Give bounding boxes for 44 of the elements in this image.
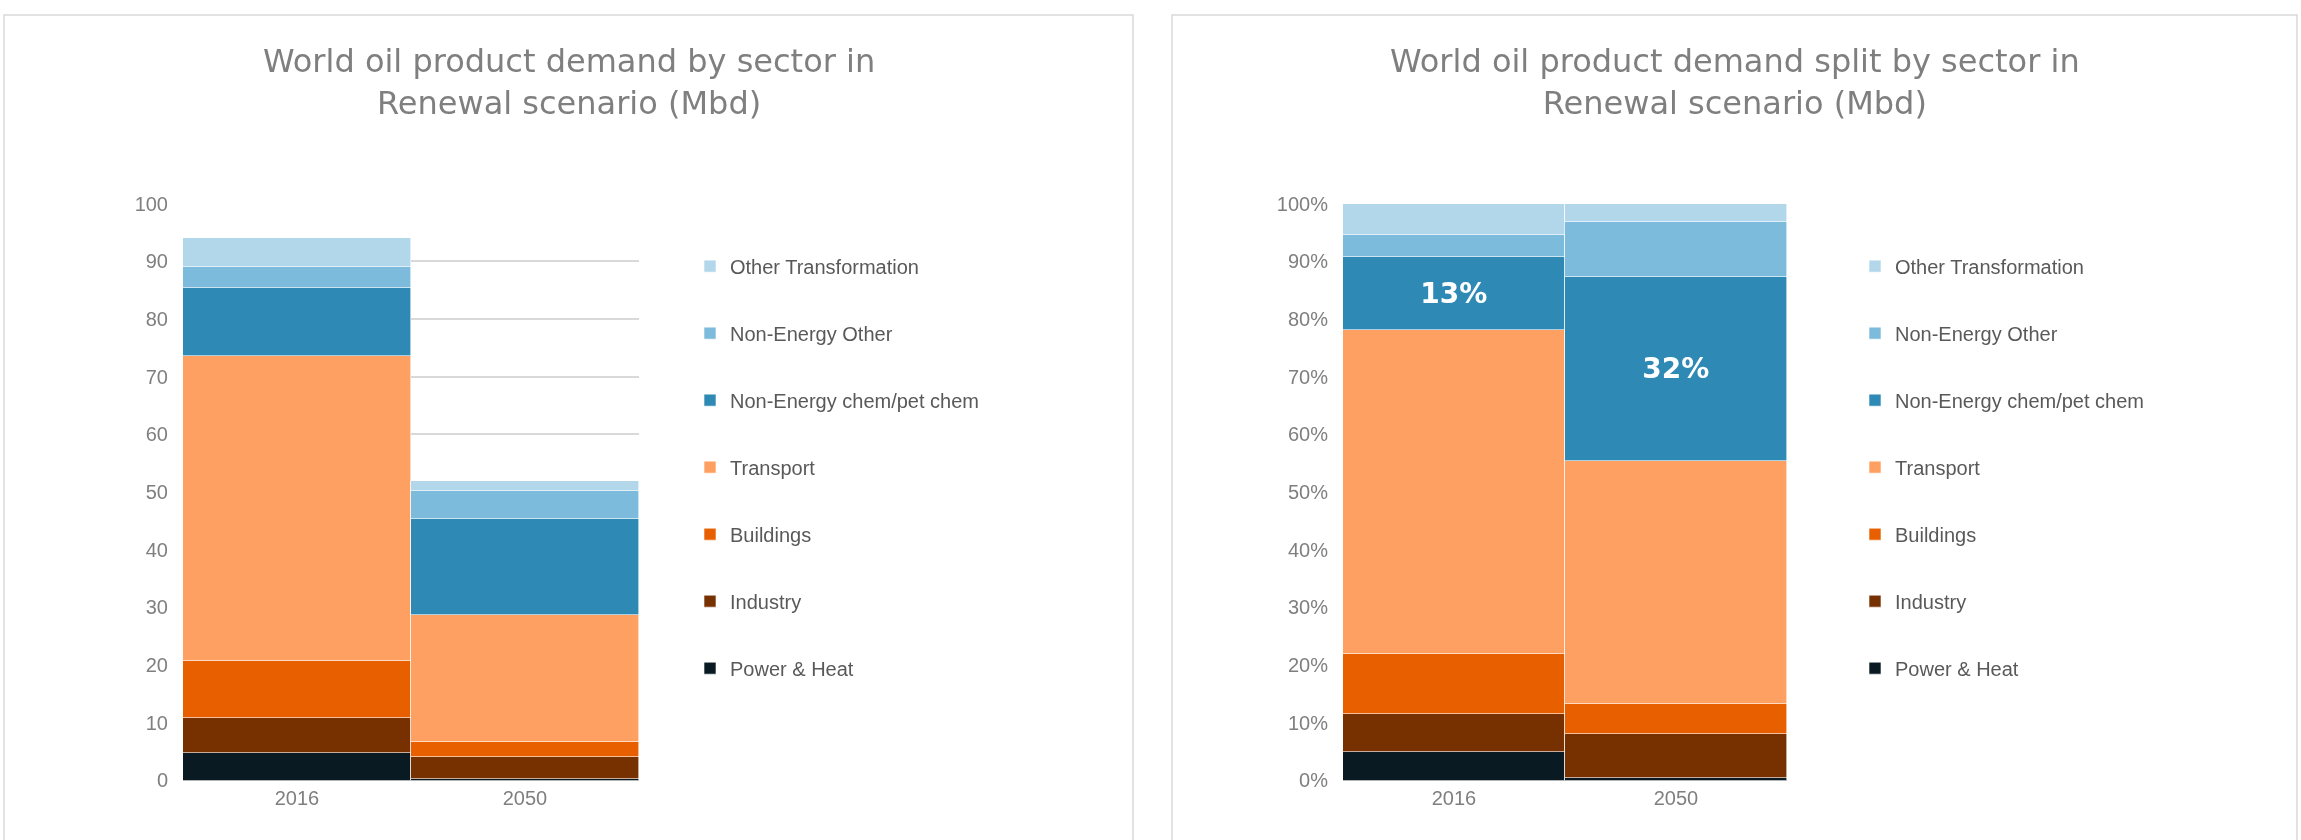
y-tick-label: 30% [1287, 596, 1329, 619]
legend-label: Transport [730, 456, 816, 479]
legend-label: Other Transformation [1895, 255, 2084, 278]
y-tick-label: 70 [145, 365, 168, 388]
legend-label: Industry [1895, 590, 1967, 613]
x-tick-label: 2016 [1431, 787, 1477, 810]
y-tick-label: 10% [1287, 711, 1329, 734]
x-tick-label: 2050 [1653, 787, 1699, 810]
y-tick-label: 40% [1287, 538, 1329, 561]
legend-label: Industry [730, 590, 802, 613]
y-tick-label: 80% [1287, 308, 1329, 331]
legend-label: Power & Heat [1895, 657, 2019, 680]
y-tick-label: 70% [1287, 365, 1329, 388]
legend-label: Non-Energy chem/pet chem [1895, 389, 2145, 412]
x-tick-label: 2016 [274, 787, 320, 810]
legend-label: Buildings [1895, 523, 1977, 546]
y-tick-label: 30 [145, 596, 168, 619]
y-tick-label: 90 [145, 250, 168, 273]
chart-title: World oil product demand by sector in Renewal scenario (Mbd) [263, 42, 876, 122]
y-tick-label: 20% [1287, 654, 1329, 677]
legend-label: Non-Energy chem/pet chem [730, 389, 980, 412]
legend-label: Buildings [730, 523, 812, 546]
y-tick-label: 20 [145, 654, 168, 677]
data-label: 32% [1642, 352, 1710, 386]
y-tick-label: 90% [1287, 250, 1329, 273]
y-tick-label: 40 [145, 538, 168, 561]
legend-label: Other Transformation [730, 255, 919, 278]
y-tick-label: 80 [145, 308, 168, 331]
y-tick-label: 60% [1287, 423, 1329, 446]
chart-title: World oil product demand split by sector in Renewal scenario (Mbd) [1390, 42, 2080, 122]
y-tick-label: 50% [1287, 481, 1329, 504]
legend-label: Power & Heat [730, 657, 854, 680]
y-tick-label: 10 [145, 711, 168, 734]
legend-label: Non-Energy Other [730, 322, 893, 345]
y-tick-label: 100% [1276, 192, 1329, 215]
legend-label: Non-Energy Other [1895, 322, 2058, 345]
y-tick-label: 50 [145, 481, 168, 504]
y-tick-label: 60 [145, 423, 168, 446]
y-tick-label: 0% [1299, 769, 1329, 792]
data-label: 13% [1420, 276, 1488, 310]
x-tick-label: 2050 [502, 787, 548, 810]
legend-label: Transport [1895, 456, 1981, 479]
y-tick-label: 100 [134, 192, 168, 215]
y-tick-label: 0 [156, 769, 168, 792]
